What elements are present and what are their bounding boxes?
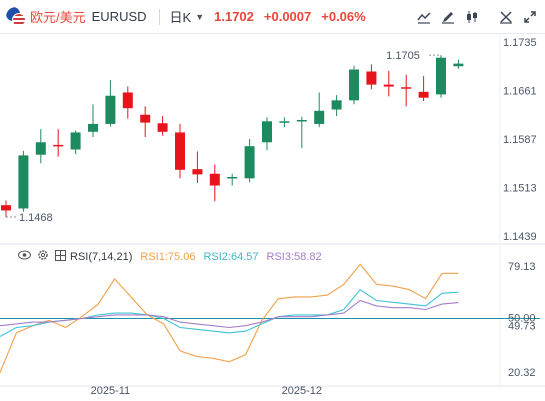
candle-down — [192, 169, 203, 175]
time-axis-label: 2025-12 — [282, 385, 322, 397]
candle-down — [418, 91, 429, 98]
symbol-code[interactable]: EURUSD — [91, 9, 147, 24]
candle-up — [35, 142, 46, 155]
rsi-axis-label: 20.32 — [508, 367, 536, 379]
rsi-legend: RSI(7,14,21) RSI1:75.06 RSI2:64.57 RSI3:… — [18, 249, 330, 264]
rsi-series-line-1 — [0, 263, 459, 373]
rsi1-legend: RSI1:75.06 — [140, 250, 196, 263]
candle-up — [314, 110, 325, 124]
rsi2-legend-value: 64.57 — [230, 250, 259, 263]
candle-down — [175, 132, 185, 170]
candle-down — [122, 92, 133, 109]
candle-up — [88, 123, 98, 132]
rsi3-legend-name: RSI3 — [266, 250, 291, 263]
last-price: 1.1702 — [214, 9, 254, 24]
candle-up — [105, 95, 116, 124]
indicator-menu-icon[interactable] — [55, 249, 66, 264]
rsi-axis-label: 50.00 — [508, 313, 536, 325]
eye-icon[interactable] — [18, 250, 31, 263]
candle-up — [227, 177, 238, 179]
price-change: +0.0007 — [263, 9, 312, 24]
chart-toolbar: 欧元/美元 EURUSD 日K ▼ 1.1702 +0.0007 +0.06% — [0, 0, 545, 34]
candle-down — [53, 144, 64, 147]
high-price-label: 1.1705 — [386, 50, 420, 62]
chevron-down-icon[interactable]: ▼ — [195, 11, 205, 22]
candle-up — [70, 132, 81, 150]
candle-up — [453, 63, 464, 67]
candle-down — [1, 205, 11, 211]
pair-name[interactable]: 欧元/美元 — [30, 10, 86, 25]
crosshair-icon[interactable] — [497, 8, 515, 26]
candle-down — [209, 173, 220, 186]
candle-up — [331, 100, 342, 110]
rsi3-legend: RSI3:58.82 — [266, 250, 322, 263]
candle-down — [366, 71, 377, 85]
candle-up — [296, 119, 307, 122]
rsi-axis-label: 79.13 — [508, 261, 536, 273]
line-chart-icon[interactable] — [415, 8, 433, 26]
rsi-series-line-3 — [0, 299, 459, 329]
candle-down — [401, 87, 412, 89]
draw-pencil-icon[interactable] — [439, 8, 457, 26]
price-axis-label: 1.1587 — [503, 134, 537, 146]
price-axis-label: 1.1661 — [503, 86, 537, 98]
rsi1-legend-name: RSI1 — [140, 250, 165, 263]
rsi-axis-label: 49.73 — [508, 321, 536, 333]
candle-down — [140, 114, 151, 123]
rsi2-legend-name: RSI2 — [203, 250, 228, 263]
candle-up — [349, 69, 359, 101]
rsi3-legend-value: 58.82 — [294, 250, 322, 263]
low-price-label: 1.1468 — [19, 212, 53, 224]
rsi-title: RSI(7,14,21) — [70, 250, 133, 263]
rsi-series-line-2 — [0, 288, 459, 337]
price-axis-label: 1.1513 — [503, 183, 537, 195]
candlestick-icon[interactable] — [463, 8, 481, 26]
toolbar-divider — [158, 8, 160, 25]
fullscreen-icon[interactable] — [521, 8, 539, 26]
candle-up — [262, 121, 272, 143]
price-change-percent: +0.06% — [321, 9, 366, 24]
rsi1-legend-value: 75.06 — [167, 250, 196, 263]
candle-down — [157, 123, 168, 132]
time-axis-label: 2025-11 — [91, 385, 131, 397]
candle-up — [436, 57, 446, 95]
rsi2-legend: RSI2:64.57 — [203, 250, 259, 263]
price-axis-label: 1.1439 — [503, 231, 537, 243]
currency-pair-flag-icon — [6, 6, 26, 27]
period-selector[interactable]: 日K — [169, 10, 192, 25]
candle-down — [383, 84, 394, 87]
candle-up — [18, 155, 29, 209]
settings-gear-icon[interactable] — [37, 249, 49, 264]
candle-up — [279, 121, 290, 123]
toolbar-icon-group — [409, 8, 539, 26]
candle-up — [244, 146, 255, 179]
price-axis-label: 1.1735 — [503, 37, 537, 49]
